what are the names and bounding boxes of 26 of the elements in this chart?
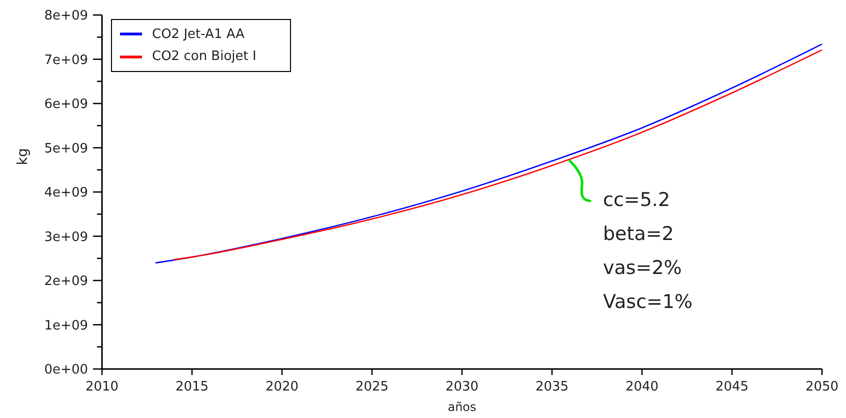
y-axis-title: kg — [14, 148, 31, 166]
y-tick-label: 1e+09 — [44, 318, 88, 334]
x-tick-label: 2045 — [715, 380, 749, 395]
y-tick-label: 4e+09 — [44, 186, 88, 201]
legend-label: CO2 Jet-A1 AA — [152, 26, 244, 42]
annotation: vas=2% — [603, 257, 682, 280]
x-tick-label: 2030 — [445, 380, 479, 395]
y-tick-label: 0e+00 — [44, 362, 88, 378]
x-tick-label: 2015 — [175, 380, 209, 395]
y-tick-label: 6e+09 — [44, 97, 88, 112]
x-tick-label: 2040 — [625, 380, 659, 395]
legend-label: CO2 con Biojet I — [152, 49, 256, 64]
x-tick-label: 2025 — [355, 380, 389, 395]
y-tick-label: 8e+09 — [44, 8, 88, 24]
y-tick-label: 2e+09 — [44, 274, 88, 290]
x-axis-title: años — [448, 400, 476, 414]
x-tick-label: 2010 — [85, 380, 119, 395]
annotation: cc=5.2 — [603, 189, 670, 212]
y-tick-label: 3e+09 — [44, 230, 88, 245]
x-tick-label: 2020 — [265, 380, 299, 395]
annotation: Vasc=1% — [603, 291, 693, 314]
x-tick-label: 2035 — [535, 380, 569, 395]
y-tick-label: 7e+09 — [44, 52, 88, 68]
annotation: beta=2 — [603, 223, 674, 246]
y-tick-label: 5e+09 — [44, 141, 88, 156]
x-tick-label: 2050 — [805, 380, 839, 395]
